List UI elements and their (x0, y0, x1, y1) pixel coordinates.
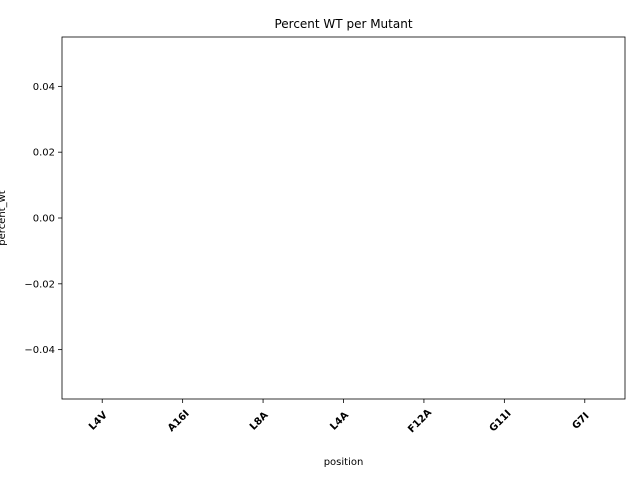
y-tick-label: 0.02 (33, 148, 55, 159)
x-axis-label: position (324, 457, 364, 468)
y-axis-label: percent_wt (0, 190, 8, 245)
plot-frame (61, 36, 626, 400)
y-tick-label: −0.04 (24, 345, 55, 356)
y-tick-label: −0.02 (24, 279, 55, 290)
chart-title: Percent WT per Mutant (274, 17, 412, 31)
y-tick-label: 0.04 (33, 82, 55, 93)
y-tick-label: 0.00 (33, 214, 55, 225)
